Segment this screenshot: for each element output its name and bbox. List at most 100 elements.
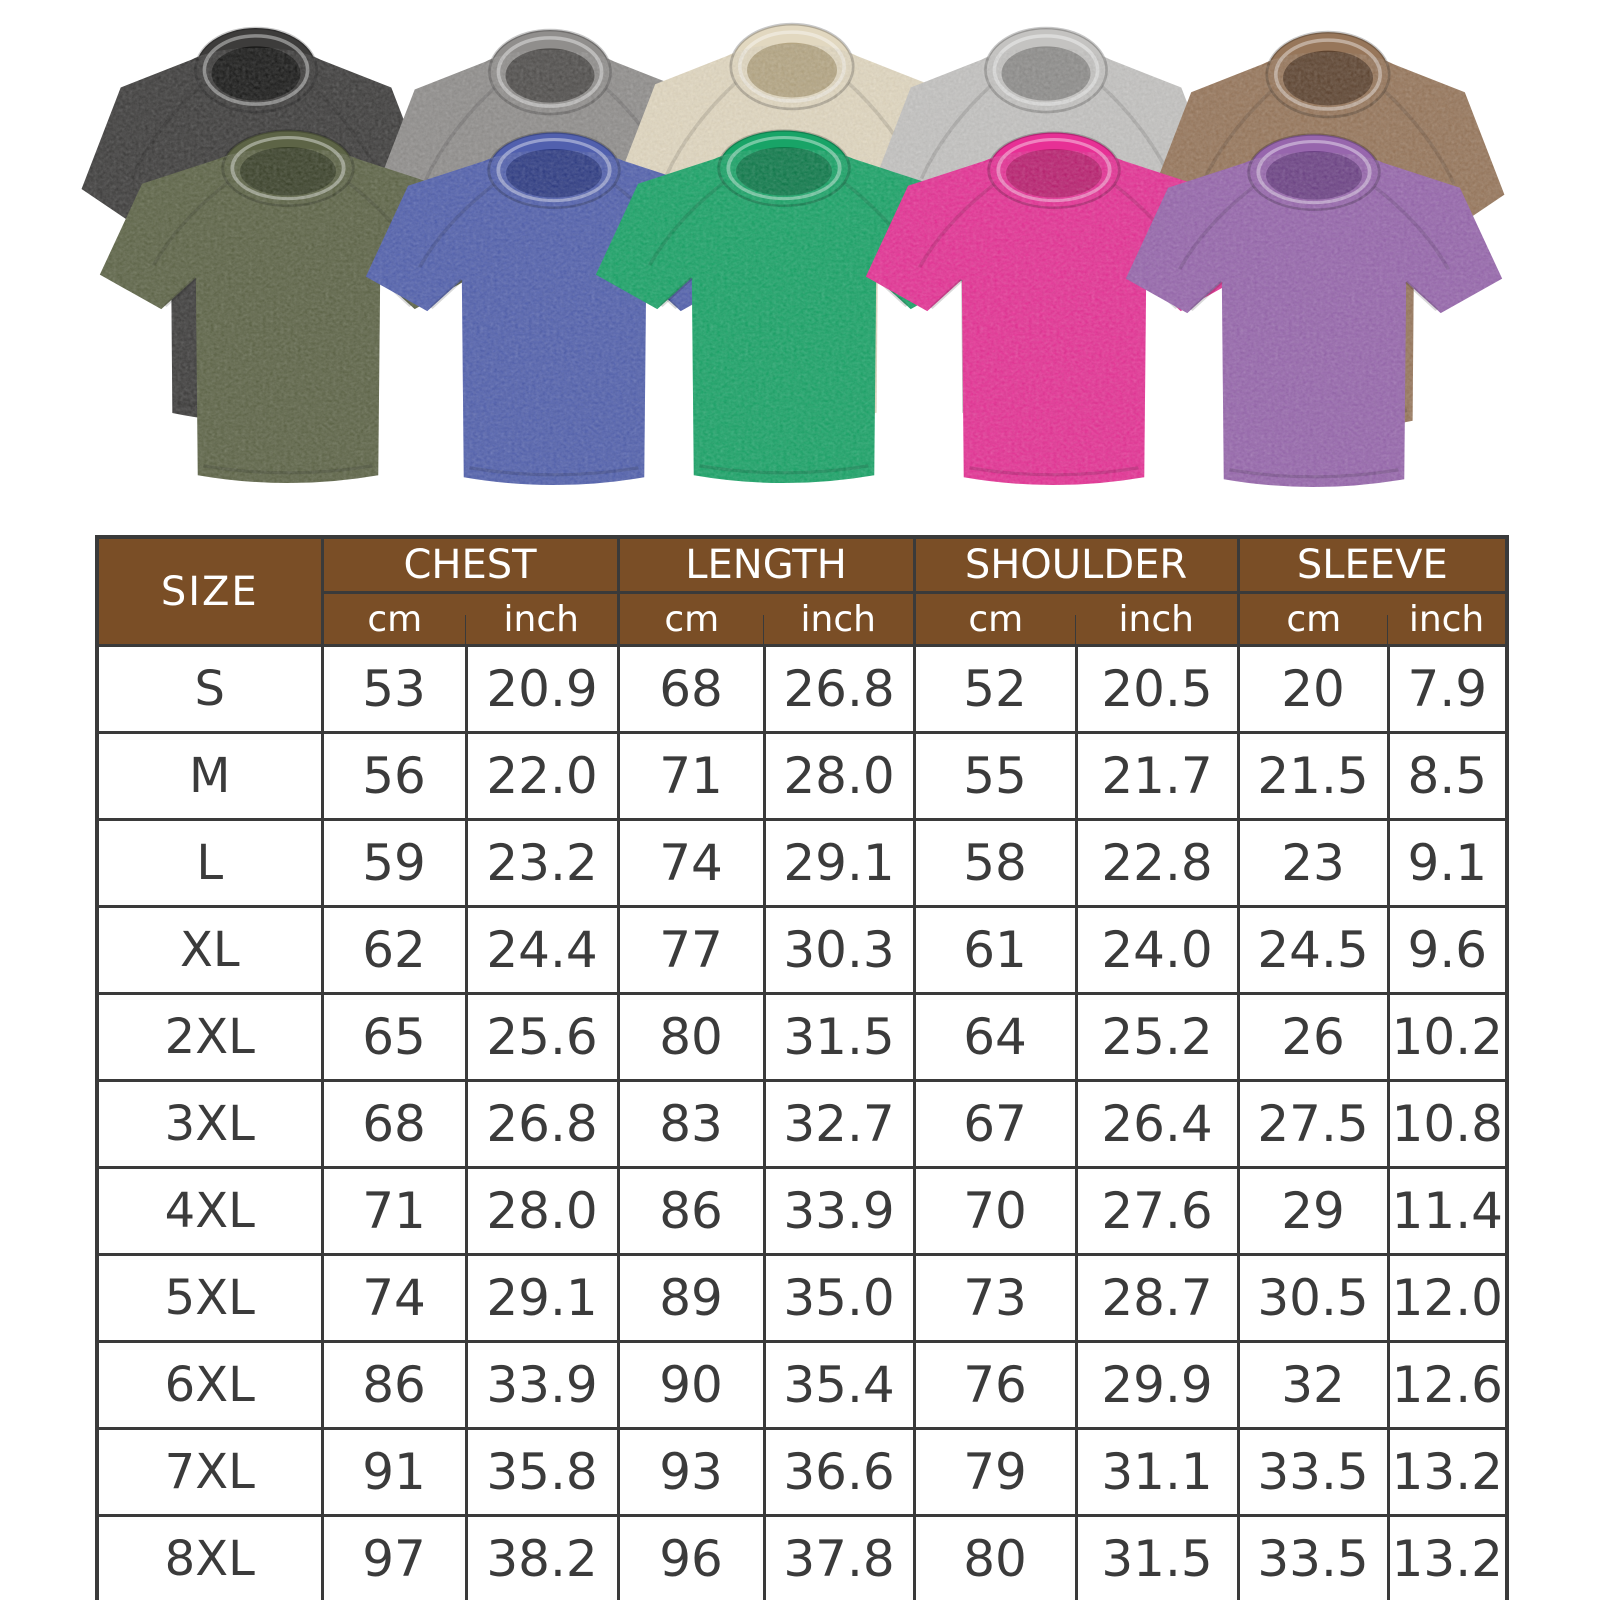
size-chart-table: SIZE CHEST LENGTH SHOULDER SLEEVE cm inc… [95,535,1510,1600]
measurement-cell: 70 [912,1166,1078,1256]
shoulder-group-header: SHOULDER [912,535,1240,594]
size-cell: 7XL [95,1427,324,1517]
length-group-header: LENGTH [616,535,916,594]
size-cell: 5XL [95,1253,324,1343]
measurement-cell: 33.9 [762,1166,916,1256]
measurement-cell: 33.9 [464,1340,620,1430]
sleeve-group-header: SLEEVE [1236,535,1509,594]
measurement-cell: 28.0 [762,731,916,821]
measurement-cell: 26 [1236,992,1390,1082]
measurement-cell: 36.6 [762,1427,916,1517]
measurement-cell: 76 [912,1340,1078,1430]
measurement-cell: 32.7 [762,1079,916,1169]
measurement-cell: 30.5 [1236,1253,1390,1343]
size-cell: 8XL [95,1514,324,1600]
size-row-7xl: 7XL 91 35.8 93 36.6 79 31.1 33.5 13.2 [95,1427,1509,1517]
measurement-cell: 31.5 [762,992,916,1082]
measurement-cell: 73 [912,1253,1078,1343]
size-row-5xl: 5XL 74 29.1 89 35.0 73 28.7 30.5 12.0 [95,1253,1509,1343]
measurement-cell: 67 [912,1079,1078,1169]
measurement-cell: 71 [616,731,766,821]
measurement-cell: 9.1 [1386,818,1509,908]
size-cell: 6XL [95,1340,324,1430]
size-row-l: L 59 23.2 74 29.1 58 22.8 23 9.1 [95,818,1509,908]
shoulder-cm-header: cm [912,591,1077,647]
size-row-6xl: 6XL 86 33.9 90 35.4 76 29.9 32 12.6 [95,1340,1509,1430]
measurement-cell: 32 [1236,1340,1390,1430]
measurement-cell: 11.4 [1386,1166,1509,1256]
measurement-cell: 31.5 [1074,1514,1240,1600]
measurement-cell: 22.8 [1074,818,1240,908]
measurement-cell: 29.1 [762,818,916,908]
length-cm-header: cm [616,591,765,647]
measurement-cell: 13.2 [1386,1514,1509,1600]
measurement-cell: 37.8 [762,1514,916,1600]
measurement-cell: 96 [616,1514,766,1600]
measurement-cell: 86 [616,1166,766,1256]
unit-label: cm [664,598,720,640]
measurement-cell: 8.5 [1386,731,1509,821]
measurement-cell: 28.7 [1074,1253,1240,1343]
size-cell: 2XL [95,992,324,1082]
measurement-cell: 29.1 [464,1253,620,1343]
measurement-cell: 55 [912,731,1078,821]
measurement-cell: 13.2 [1386,1427,1509,1517]
size-row-m: M 56 22.0 71 28.0 55 21.7 21.5 8.5 [95,731,1509,821]
measurement-cell: 20.9 [464,644,620,734]
measurement-cell: 64 [912,992,1078,1082]
measurement-cell: 35.0 [762,1253,916,1343]
measurement-cell: 91 [320,1427,468,1517]
measurement-cell: 28.0 [464,1166,620,1256]
measurement-cell: 80 [912,1514,1078,1600]
unit-label: cm [968,598,1024,640]
measurement-cell: 12.0 [1386,1253,1509,1343]
measurement-cell: 86 [320,1340,468,1430]
measurement-cell: 68 [320,1079,468,1169]
measurement-cell: 79 [912,1427,1078,1517]
measurement-cell: 97 [320,1514,468,1600]
measurement-cell: 29.9 [1074,1340,1240,1430]
measurement-cell: 9.6 [1386,905,1509,995]
divider [763,615,765,643]
sleeve-inch-header: inch [1388,591,1509,647]
measurement-cell: 89 [616,1253,766,1343]
measurement-cell: 23 [1236,818,1390,908]
size-cell: S [95,644,324,734]
shoulder-inch-header: inch [1076,591,1240,647]
size-row-3xl: 3XL 68 26.8 83 32.7 67 26.4 27.5 10.8 [95,1079,1509,1169]
size-row-xl: XL 62 24.4 77 30.3 61 24.0 24.5 9.6 [95,905,1509,995]
measurement-cell: 71 [320,1166,468,1256]
measurement-cell: 25.6 [464,992,620,1082]
divider [465,615,466,643]
divider [1075,615,1077,643]
measurement-cell: 10.2 [1386,992,1509,1082]
chest-group-header: CHEST [320,535,620,594]
measurement-cell: 20 [1236,644,1390,734]
measurement-cell: 29 [1236,1166,1390,1256]
measurement-cell: 38.2 [464,1514,620,1600]
measurement-cell: 62 [320,905,468,995]
measurement-cell: 33.5 [1236,1514,1390,1600]
measurement-cell: 77 [616,905,766,995]
size-cell: 3XL [95,1079,324,1169]
measurement-cell: 20.5 [1074,644,1240,734]
measurement-cell: 61 [912,905,1078,995]
divider [1387,615,1389,643]
size-row-s: S 53 20.9 68 26.8 52 20.5 20 7.9 [95,644,1509,734]
chest-inch-header: inch [466,591,620,647]
measurement-cell: 21.5 [1236,731,1390,821]
measurement-cell: 24.4 [464,905,620,995]
measurement-cell: 53 [320,644,468,734]
measurement-cell: 80 [616,992,766,1082]
measurement-cell: 35.4 [762,1340,916,1430]
measurement-cell: 7.9 [1386,644,1509,734]
measurement-cell: 24.5 [1236,905,1390,995]
measurement-cell: 74 [320,1253,468,1343]
measurement-cell: 52 [912,644,1078,734]
measurement-cell: 93 [616,1427,766,1517]
size-column-header: SIZE [95,535,324,647]
measurement-cell: 31.1 [1074,1427,1240,1517]
size-cell: L [95,818,324,908]
tshirt-purple [1122,122,1506,498]
